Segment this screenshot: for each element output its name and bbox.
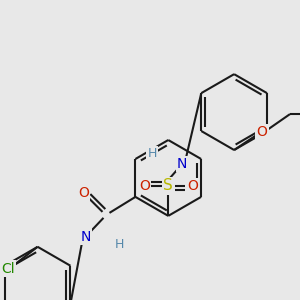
Text: N: N	[80, 230, 91, 244]
Text: Cl: Cl	[1, 262, 14, 276]
Text: O: O	[139, 179, 150, 193]
Text: H: H	[115, 238, 124, 251]
Text: O: O	[256, 125, 268, 139]
Text: H: H	[148, 148, 157, 160]
Text: O: O	[78, 186, 89, 200]
Text: S: S	[164, 178, 173, 194]
Text: O: O	[187, 179, 198, 193]
Text: N: N	[177, 157, 188, 171]
